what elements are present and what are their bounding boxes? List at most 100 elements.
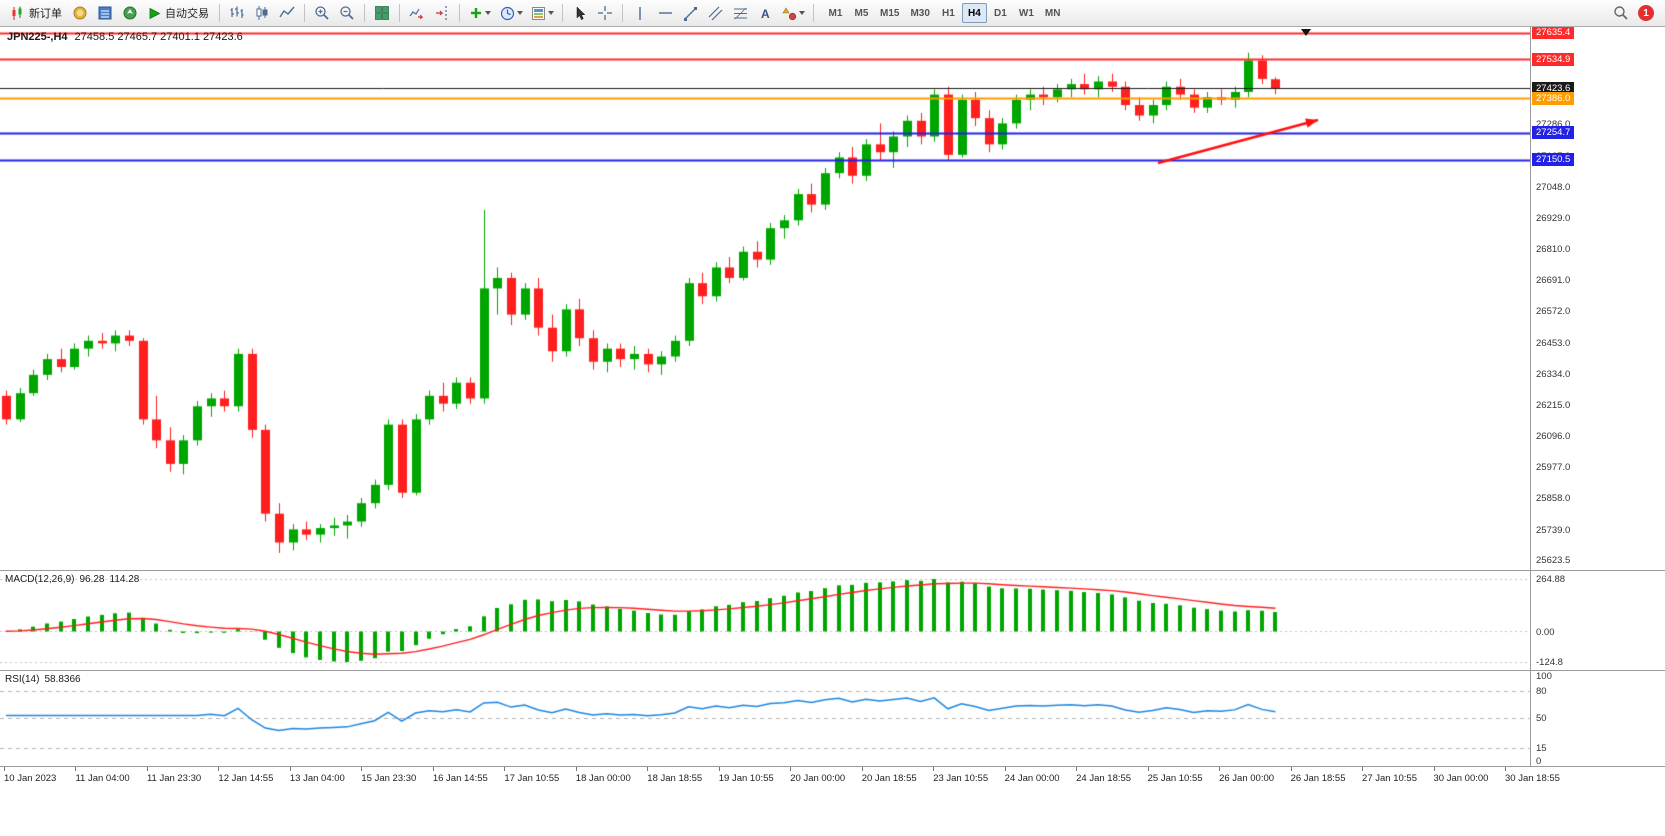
auto-scroll-button[interactable]: [405, 2, 429, 24]
channel-button[interactable]: [703, 2, 727, 24]
bar-chart-type-button[interactable]: [225, 2, 249, 24]
rsi-panel: RSI(14) 58.8366: [0, 670, 1530, 766]
chart-shift-button[interactable]: [430, 2, 454, 24]
auto-trading-button[interactable]: 自动交易: [143, 2, 214, 24]
zoom-out-button[interactable]: [335, 2, 359, 24]
new-order-button[interactable]: 新订单: [5, 2, 67, 24]
chart-shift-icon: [434, 5, 450, 21]
chevron-down-icon: [547, 11, 554, 15]
time-axis[interactable]: 10 Jan 2023 11 Jan 04:00 11 Jan 23:30 12 Ja…: [0, 766, 1665, 792]
templates-button[interactable]: [527, 2, 557, 24]
trendline-button[interactable]: [678, 2, 702, 24]
time-tick-mark: [719, 767, 720, 771]
timeframe-h1-button[interactable]: H1: [942, 7, 955, 19]
toolbar-separator: [813, 4, 814, 22]
arrows-button[interactable]: [778, 2, 808, 24]
time-tick-mark: [1076, 767, 1077, 771]
data-window-button[interactable]: [93, 2, 117, 24]
price-tick: 26096.0: [1536, 431, 1571, 443]
crosshair-button[interactable]: [593, 2, 617, 24]
indicators-button[interactable]: [465, 2, 495, 24]
time-label: 24 Jan 18:55: [1076, 773, 1132, 784]
fibonacci-button[interactable]: [728, 2, 752, 24]
periods-button[interactable]: [496, 2, 526, 24]
price-tick: 25977.0: [1536, 462, 1571, 474]
time-label: 24 Jan 00:00: [1004, 773, 1060, 784]
timeframe-m30-button[interactable]: M30: [910, 7, 930, 19]
time-label: 26 Jan 18:55: [1290, 773, 1346, 784]
candlestick-chart-type-icon: [254, 5, 270, 21]
data-window-icon: [97, 5, 113, 21]
toolbar-separator: [364, 4, 365, 22]
text-button[interactable]: A: [753, 2, 777, 24]
new-order-label: 新订单: [29, 8, 62, 20]
resistance-line-price-label: 27534.9: [1532, 52, 1575, 66]
timeframe-group: M1 M5 M15 M30 H1 H4 D1 W1 MN: [823, 3, 1065, 23]
shapes-icon: [782, 6, 797, 21]
pivot-line-orange-price-label: 27386.0: [1532, 91, 1575, 105]
macd-scale-zero: 0.00: [1536, 626, 1555, 638]
vertical-line-icon: [633, 6, 647, 21]
timeframe-m15-button[interactable]: M15: [880, 7, 900, 19]
timeframe-m1-button[interactable]: M1: [828, 7, 843, 19]
price-tick: 26929.0: [1536, 212, 1571, 224]
time-tick-mark: [1362, 767, 1363, 771]
rsi-tick: 80: [1536, 686, 1547, 698]
text-icon: A: [761, 7, 770, 21]
chart-shift-marker-icon[interactable]: [1301, 29, 1311, 36]
tile-windows-icon: [374, 5, 390, 21]
time-label: 30 Jan 18:55: [1505, 773, 1560, 784]
channel-icon: [708, 6, 723, 21]
navigator-button[interactable]: [118, 2, 142, 24]
search-button[interactable]: [1609, 2, 1633, 24]
market-watch-button[interactable]: [68, 2, 92, 24]
svg-text:A: A: [761, 7, 770, 21]
fibonacci-icon: [733, 6, 748, 21]
auto-scroll-icon: [409, 5, 425, 21]
horizontal-line-button[interactable]: [653, 2, 677, 24]
timeframe-d1-button[interactable]: D1: [994, 7, 1007, 19]
cursor-icon: [573, 6, 587, 21]
time-label: 18 Jan 00:00: [575, 773, 631, 784]
time-label: 25 Jan 10:55: [1147, 773, 1203, 784]
time-label: 15 Jan 23:30: [361, 773, 417, 784]
price-tick: 26691.0: [1536, 275, 1571, 287]
rsi-tick: 15: [1536, 742, 1547, 754]
time-label: 11 Jan 23:30: [146, 773, 202, 784]
timeframe-h4-button[interactable]: H4: [961, 3, 987, 23]
time-tick-mark: [862, 767, 863, 771]
time-label: 20 Jan 18:55: [861, 773, 917, 784]
time-label: 11 Jan 04:00: [75, 773, 130, 784]
rsi-axis[interactable]: 100 80 50 15 0: [1530, 670, 1665, 766]
zoom-out-icon: [339, 5, 355, 21]
price-tick: 27286.0: [1536, 119, 1571, 131]
timeframe-w1-button[interactable]: W1: [1018, 7, 1034, 19]
candlestick-chart-type-button[interactable]: [250, 2, 274, 24]
macd-chart-canvas[interactable]: [0, 571, 1530, 670]
tile-windows-button[interactable]: [370, 2, 394, 24]
rsi-chart-canvas[interactable]: [0, 671, 1530, 766]
time-tick-mark: [4, 767, 5, 771]
macd-axis[interactable]: 264.88 0.00 -124.8: [1530, 570, 1665, 670]
cursor-button[interactable]: [568, 2, 592, 24]
support-line-upper-price-label: 27254.7: [1532, 126, 1575, 140]
price-axis[interactable]: 27524.027405.027286.027167.027048.026929…: [1530, 27, 1665, 570]
timeframe-mn-button[interactable]: MN: [1044, 7, 1061, 19]
toolbar-separator: [399, 4, 400, 22]
chevron-down-icon: [516, 11, 523, 15]
notification-badge[interactable]: 1: [1638, 5, 1654, 21]
macd-main-value: 96.28: [79, 574, 105, 585]
vertical-line-button[interactable]: [628, 2, 652, 24]
time-label: 27 Jan 10:55: [1362, 773, 1417, 784]
crosshair-icon: [597, 5, 613, 21]
line-chart-type-button[interactable]: [275, 2, 299, 24]
time-tick-mark: [218, 767, 219, 771]
price-tick: 26572.0: [1536, 306, 1571, 318]
time-label: 23 Jan 10:55: [933, 773, 989, 784]
price-tick: 26453.0: [1536, 337, 1571, 349]
timeframe-m5-button[interactable]: M5: [854, 7, 869, 19]
candlestick-chart-canvas[interactable]: [0, 27, 1530, 570]
support-line-lower-price-label: 27150.5: [1532, 153, 1575, 167]
zoom-in-button[interactable]: [310, 2, 334, 24]
toolbar-separator: [219, 4, 220, 22]
